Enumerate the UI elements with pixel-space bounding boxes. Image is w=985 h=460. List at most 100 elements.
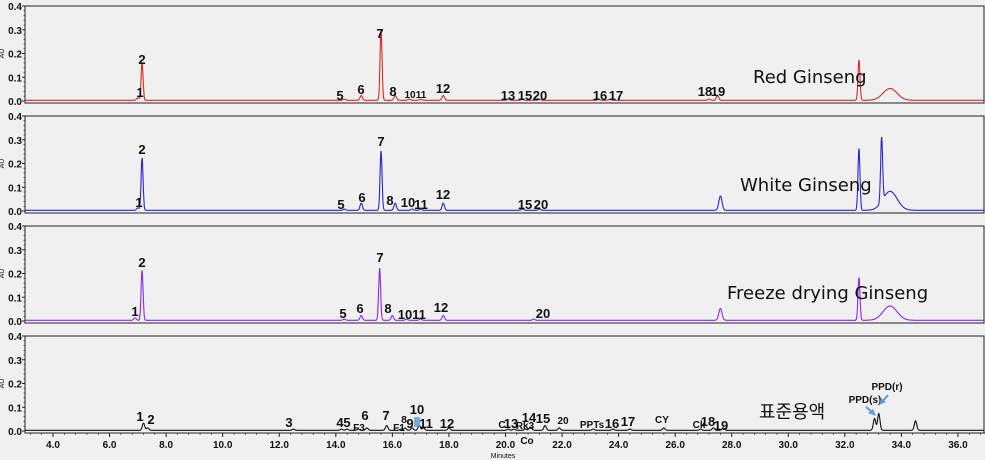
peak-label: 7 xyxy=(377,134,384,149)
y-tick-label: 0.1 xyxy=(8,183,22,194)
peak-label: 5 xyxy=(339,306,346,321)
x-tick-label: 20.0 xyxy=(496,440,516,451)
x-tick-label: 30.0 xyxy=(779,440,799,451)
peak-label: 12 xyxy=(436,81,450,96)
peak-label: 1 xyxy=(136,409,143,424)
y-tick-label: 0.3 xyxy=(8,26,22,37)
x-tick-label: 6.0 xyxy=(103,440,117,451)
y-tick-label: 0.4 xyxy=(8,112,22,123)
peak-label: 20 xyxy=(536,306,550,321)
peak-label: 12 xyxy=(436,187,450,202)
x-tick-label: 14.0 xyxy=(326,440,346,451)
highlight-marker xyxy=(414,417,420,427)
peak-label: F1 xyxy=(393,423,405,434)
y-tick-label: 0.4 xyxy=(8,332,22,343)
peak-label: C xyxy=(498,420,505,431)
y-tick-label: 0.2 xyxy=(8,50,22,61)
arrow-head-icon xyxy=(868,409,876,416)
y-axis-label: AU xyxy=(0,269,6,279)
y-tick-label: 0.3 xyxy=(8,136,22,147)
y-axis-label: AU xyxy=(0,379,6,389)
y-tick-label: 0.0 xyxy=(8,317,22,328)
peak-label: 1 xyxy=(135,195,142,210)
y-tick-label: 0.3 xyxy=(8,356,22,367)
sample-label: 표준용액 xyxy=(759,402,825,423)
y-tick-label: 0.4 xyxy=(8,2,22,13)
peak-label: 5 xyxy=(336,88,343,103)
sample-label: White Ginseng xyxy=(740,175,872,196)
peak-label: 18 xyxy=(701,414,715,429)
x-tick-label: 12.0 xyxy=(270,440,290,451)
peak-label: 2 xyxy=(138,142,145,157)
peak-label: Ck xyxy=(693,420,706,431)
peak-label: 11 xyxy=(416,90,427,101)
peak-label: 6 xyxy=(361,408,368,423)
peak-label: 10 xyxy=(410,402,424,417)
x-tick-label: 16.0 xyxy=(383,440,403,451)
peak-label: 20 xyxy=(557,416,569,427)
sample-label: Red Ginseng xyxy=(753,67,867,88)
peak-label: 9 xyxy=(406,416,413,431)
peak-label: 6 xyxy=(356,301,363,316)
peak-label: 10 xyxy=(401,195,415,210)
y-axis-label: AU xyxy=(0,49,6,59)
plot-frame xyxy=(24,5,985,104)
y-tick-label: 0.2 xyxy=(8,160,22,171)
peak-label: 6 xyxy=(357,82,364,97)
y-tick-label: 0.0 xyxy=(8,427,22,438)
peak-label: 1 xyxy=(131,304,138,319)
x-tick-label: 18.0 xyxy=(439,440,459,451)
peak-label: 7 xyxy=(376,26,383,41)
peak-label: 7 xyxy=(382,408,389,423)
peak-label: 8 xyxy=(384,301,391,316)
x-axis-label: Minutes xyxy=(491,453,516,460)
peak-label: 2 xyxy=(147,412,154,427)
peak-label: F3 xyxy=(353,423,365,434)
peak-label: 11 xyxy=(414,197,428,212)
peak-label: 10 xyxy=(398,307,412,322)
peak-label: 5 xyxy=(337,197,344,212)
arrow-head-icon xyxy=(879,398,886,405)
x-tick-label: 32.0 xyxy=(835,440,855,451)
y-tick-label: 0.1 xyxy=(8,403,22,414)
peak-label: 20 xyxy=(534,197,548,212)
peak-label: 14 xyxy=(522,410,537,425)
peak-label: 6 xyxy=(358,190,365,205)
peak-label: 12 xyxy=(440,416,454,431)
x-tick-label: 4.0 xyxy=(46,440,60,451)
peak-label: 13 xyxy=(504,416,518,431)
trace-line xyxy=(25,267,984,321)
sample-label: Freeze drying Ginseng xyxy=(727,283,928,304)
x-tick-label: 26.0 xyxy=(665,440,685,451)
peak-label: 16 xyxy=(605,416,619,431)
peak-label: 1 xyxy=(136,85,143,100)
peak-label: 15 xyxy=(536,411,550,426)
ppd-r-label: PPD(r) xyxy=(871,382,902,393)
panel-white-ginseng: AU xyxy=(0,115,985,214)
x-tick-label: 36.0 xyxy=(948,440,968,451)
peak-label: 2 xyxy=(138,52,145,67)
peak-label: 16 xyxy=(593,88,607,103)
x-tick-label: 24.0 xyxy=(609,440,629,451)
peak-label: 15 xyxy=(518,88,532,103)
peak-label: 20 xyxy=(533,88,547,103)
x-tick-label: 22.0 xyxy=(552,440,572,451)
plot-frame xyxy=(24,115,985,214)
trace-line xyxy=(25,28,984,101)
peak-label: 8 xyxy=(389,84,396,99)
peak-label: PPTs xyxy=(580,420,605,431)
y-tick-label: 0.2 xyxy=(8,270,22,281)
plot-frame xyxy=(24,225,985,324)
peak-label: CY xyxy=(655,415,669,426)
trace-line xyxy=(25,412,984,431)
peak-label: 12 xyxy=(434,300,448,315)
peak-label: 7 xyxy=(376,250,383,265)
plot-frame xyxy=(24,335,985,434)
peak-label: 4 xyxy=(336,415,344,430)
peak-label: 18 xyxy=(698,84,712,99)
peak-label: 15 xyxy=(518,197,532,212)
y-tick-label: 0.1 xyxy=(8,293,22,304)
x-tick-label: 10.0 xyxy=(213,440,233,451)
peak-label: 11 xyxy=(419,416,433,431)
